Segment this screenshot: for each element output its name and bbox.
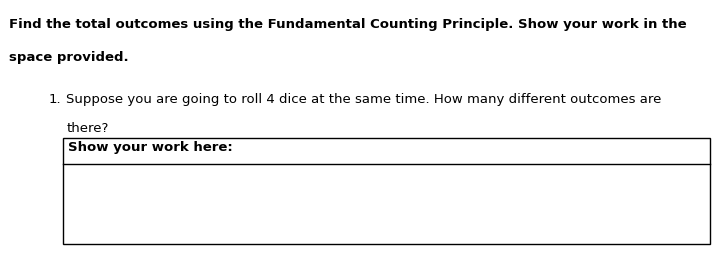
Text: Show your work here:: Show your work here: — [68, 141, 234, 154]
Text: space provided.: space provided. — [9, 51, 128, 64]
Text: 1.: 1. — [49, 93, 62, 106]
Text: there?: there? — [66, 122, 109, 135]
Bar — [63, 138, 710, 244]
Text: Suppose you are going to roll 4 dice at the same time. How many different outcom: Suppose you are going to roll 4 dice at … — [66, 93, 662, 106]
Text: Find the total outcomes using the Fundamental Counting Principle. Show your work: Find the total outcomes using the Fundam… — [9, 18, 686, 31]
